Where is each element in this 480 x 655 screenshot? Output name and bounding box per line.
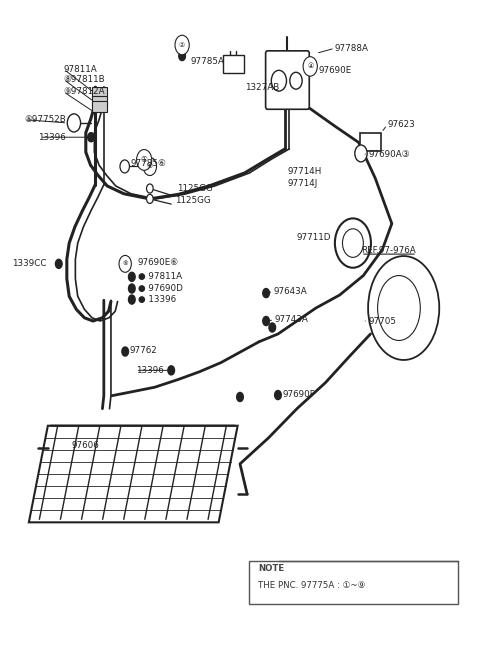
Circle shape — [271, 70, 287, 91]
Text: ①: ① — [141, 155, 147, 164]
Bar — [92, 96, 107, 107]
Text: ④: ④ — [307, 64, 313, 69]
Circle shape — [168, 365, 175, 375]
Text: 1339CC: 1339CC — [12, 259, 47, 269]
Polygon shape — [29, 426, 238, 522]
Circle shape — [263, 289, 269, 297]
Text: 97711D: 97711D — [297, 233, 331, 242]
Text: ● 97690D: ● 97690D — [138, 284, 183, 293]
Circle shape — [263, 316, 269, 326]
Circle shape — [290, 72, 302, 89]
Circle shape — [269, 323, 276, 332]
Text: 97690E⑥: 97690E⑥ — [138, 258, 179, 267]
Text: 97714J: 97714J — [288, 179, 318, 188]
Circle shape — [129, 284, 135, 293]
Text: 97606: 97606 — [72, 441, 100, 450]
Circle shape — [56, 259, 62, 269]
Bar — [250, 561, 458, 603]
FancyBboxPatch shape — [265, 51, 309, 109]
Circle shape — [120, 160, 130, 173]
Circle shape — [146, 195, 153, 204]
Circle shape — [146, 184, 153, 193]
Text: 1327AB: 1327AB — [245, 83, 279, 92]
Text: THE PNC. 97775A : ①~⑨: THE PNC. 97775A : ①~⑨ — [258, 581, 365, 590]
Circle shape — [129, 272, 135, 282]
Ellipse shape — [378, 276, 420, 341]
Circle shape — [122, 347, 129, 356]
Text: 97788A: 97788A — [335, 44, 369, 53]
Circle shape — [137, 149, 152, 170]
Circle shape — [237, 392, 243, 402]
Circle shape — [335, 218, 371, 268]
Text: 13396: 13396 — [136, 366, 163, 375]
Text: 97785⑥: 97785⑥ — [131, 159, 167, 168]
Text: ②: ② — [179, 42, 185, 48]
Circle shape — [175, 35, 189, 55]
Text: ● 13396: ● 13396 — [138, 295, 177, 304]
Text: ⑨97812A: ⑨97812A — [63, 87, 105, 96]
Circle shape — [67, 114, 81, 132]
Circle shape — [129, 295, 135, 304]
Text: 1125GG: 1125GG — [175, 196, 211, 205]
Text: 97762: 97762 — [130, 346, 157, 356]
Text: 97743A: 97743A — [274, 315, 308, 324]
Circle shape — [88, 133, 95, 141]
Text: REF.97-976A: REF.97-976A — [361, 246, 416, 255]
Bar — [92, 87, 107, 98]
Text: 97643A: 97643A — [273, 287, 307, 295]
Text: 1125GG: 1125GG — [178, 184, 213, 193]
Text: ⑤97752B: ⑤97752B — [24, 115, 66, 124]
Circle shape — [275, 390, 281, 400]
Text: ⑥: ⑥ — [122, 261, 128, 267]
Text: 97690F: 97690F — [283, 390, 315, 399]
Bar — [360, 133, 381, 151]
Text: 97690E: 97690E — [318, 66, 351, 75]
Circle shape — [179, 52, 185, 60]
Ellipse shape — [368, 256, 439, 360]
Circle shape — [342, 229, 363, 257]
Text: 97623: 97623 — [387, 121, 415, 130]
Text: 97785A: 97785A — [190, 58, 224, 66]
Text: NOTE: NOTE — [258, 564, 284, 573]
Text: 13396: 13396 — [38, 133, 66, 141]
Text: ● 97811A: ● 97811A — [138, 272, 182, 282]
Text: 97705: 97705 — [368, 316, 396, 326]
Text: 97690A③: 97690A③ — [368, 150, 410, 159]
Text: 97714H: 97714H — [288, 167, 322, 176]
Text: ⑧97811B: ⑧97811B — [63, 75, 105, 84]
Bar — [223, 55, 244, 73]
Circle shape — [303, 57, 317, 76]
Bar — [92, 102, 107, 112]
Text: ⑥: ⑥ — [147, 164, 153, 170]
Text: 97811A: 97811A — [63, 65, 97, 73]
Circle shape — [143, 157, 156, 176]
Circle shape — [119, 255, 132, 272]
Circle shape — [355, 145, 367, 162]
